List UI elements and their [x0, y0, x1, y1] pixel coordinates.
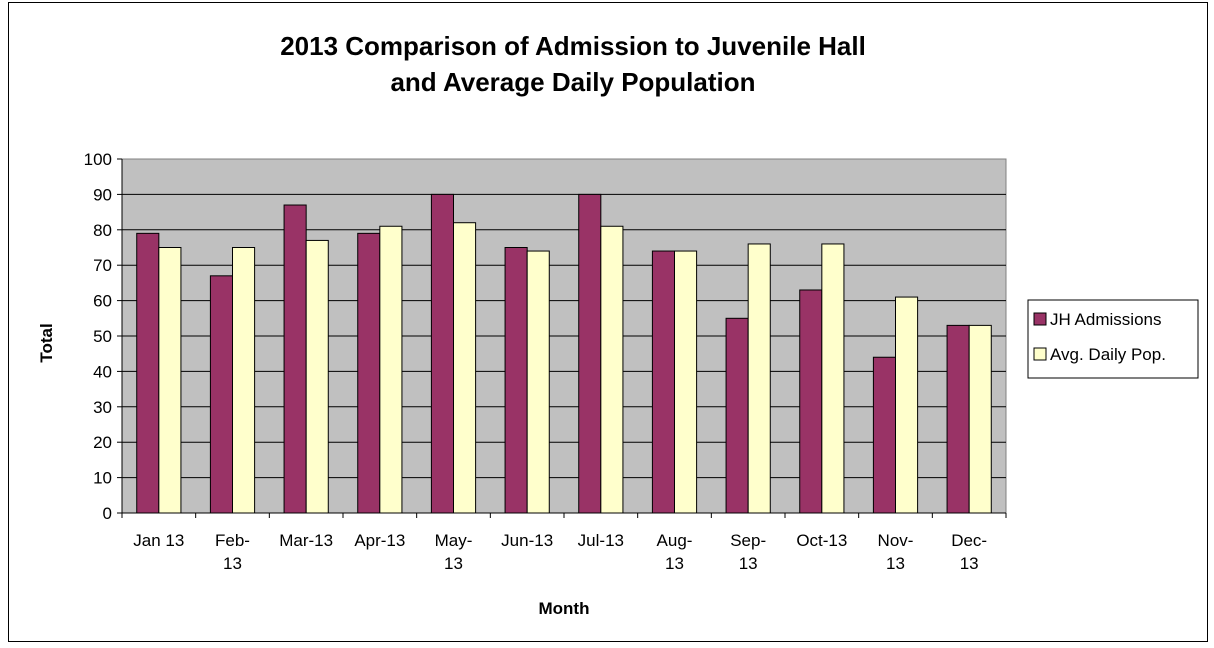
- x-axis-title: Month: [539, 599, 590, 618]
- y-tick-label-70: 70: [93, 256, 112, 275]
- axes: [117, 158, 1007, 518]
- bar-avg-daily-pop-nov-13: [895, 296, 919, 514]
- y-tick-label-40: 40: [93, 362, 112, 381]
- legend-label-jh-admissions: JH Admissions: [1050, 310, 1161, 329]
- chart-title-line-1: 2013 Comparison of Admission to Juvenile…: [280, 31, 866, 61]
- chart-svg: 2013 Comparison of Admission to Juvenile…: [37, 31, 1199, 618]
- y-axis-title: Total: [37, 323, 56, 362]
- y-tick-label-20: 20: [93, 433, 112, 452]
- x-tick-label-apr-13: Apr-13: [354, 531, 405, 550]
- bar-avg-daily-pop-apr-13: [379, 225, 403, 514]
- chart-title-line-2: and Average Daily Population: [390, 67, 755, 97]
- chart-frame: 2013 Comparison of Admission to Juvenile…: [8, 2, 1208, 642]
- bar-avg-daily-pop-jan-13: [158, 247, 182, 514]
- y-tick-label-80: 80: [93, 221, 112, 240]
- y-tick-label-10: 10: [93, 469, 112, 488]
- x-tick-label-may-13: May-13: [435, 531, 473, 573]
- y-tick-label-50: 50: [93, 327, 112, 346]
- bar-jh-admissions-mar-13: [283, 204, 307, 514]
- y-tick-label-30: 30: [93, 398, 112, 417]
- legend-swatch-avg-daily-pop: [1033, 347, 1047, 361]
- legend-label-avg-daily-pop: Avg. Daily Pop.: [1050, 345, 1166, 364]
- x-tick-label-feb-13: Feb-13: [215, 531, 250, 573]
- bar-avg-daily-pop-dec-13: [968, 324, 992, 514]
- x-tick-label-jun-13: Jun-13: [501, 531, 553, 550]
- bar-jh-admissions-nov-13: [872, 356, 897, 514]
- bar-jh-admissions-jun-13: [504, 247, 528, 514]
- bar-jh-admissions-feb-13: [209, 275, 233, 514]
- bar-jh-admissions-aug-13: [651, 250, 676, 514]
- bar-avg-daily-pop-may-13: [453, 222, 477, 514]
- bar-avg-daily-pop-jun-13: [526, 250, 550, 514]
- x-tick-label-mar-13: Mar-13: [279, 531, 333, 550]
- bar-jh-admissions-oct-13: [799, 289, 823, 514]
- bar-jh-admissions-dec-13: [946, 324, 970, 514]
- x-tick-label-sep-13: Sep-13: [730, 531, 766, 573]
- x-tick-label-jul-13: Jul-13: [578, 531, 624, 550]
- bars: [136, 193, 992, 514]
- bar-avg-daily-pop-mar-13: [305, 239, 329, 514]
- bar-jh-admissions-jul-13: [578, 193, 602, 514]
- bar-avg-daily-pop-oct-13: [821, 243, 845, 514]
- legend-box: [1027, 299, 1199, 379]
- x-tick-labels: Jan 13 Feb-13 Mar-13 Apr-13 May-13 Jun-13 Jul-…: [133, 531, 987, 573]
- bar-avg-daily-pop-feb-13: [232, 247, 256, 514]
- bar-jh-admissions-may-13: [430, 193, 454, 514]
- legend-swatch-jh-admissions: [1033, 312, 1047, 326]
- bar-avg-daily-pop-sep-13: [747, 243, 771, 514]
- x-tick-label-nov-13: Nov-13: [878, 531, 914, 573]
- bar-avg-daily-pop-jul-13: [600, 225, 624, 514]
- gridlines: [122, 193, 1006, 479]
- bar-jh-admissions-sep-13: [725, 317, 749, 514]
- y-tick-labels: 0 10 20 30 40 50 60 70 80 90 100: [84, 150, 112, 523]
- x-tick-label-aug-13: Aug-13: [657, 531, 693, 573]
- x-tick-label-oct-13: Oct-13: [796, 531, 847, 550]
- x-tick-label-jan-13: Jan 13: [133, 531, 184, 550]
- legend: JH Admissions Avg. Daily Pop.: [1027, 299, 1199, 379]
- y-tick-label-0: 0: [103, 504, 112, 523]
- chart-title: 2013 Comparison of Admission to Juvenile…: [280, 31, 866, 97]
- bar-jh-admissions-jan-13: [136, 232, 160, 514]
- x-tick-label-dec-13: Dec-13: [951, 531, 987, 573]
- bar-avg-daily-pop-aug-13: [674, 250, 698, 514]
- y-tick-label-90: 90: [93, 185, 112, 204]
- y-tick-label-60: 60: [93, 292, 112, 311]
- y-tick-label-100: 100: [84, 150, 112, 169]
- bar-jh-admissions-apr-13: [357, 232, 381, 514]
